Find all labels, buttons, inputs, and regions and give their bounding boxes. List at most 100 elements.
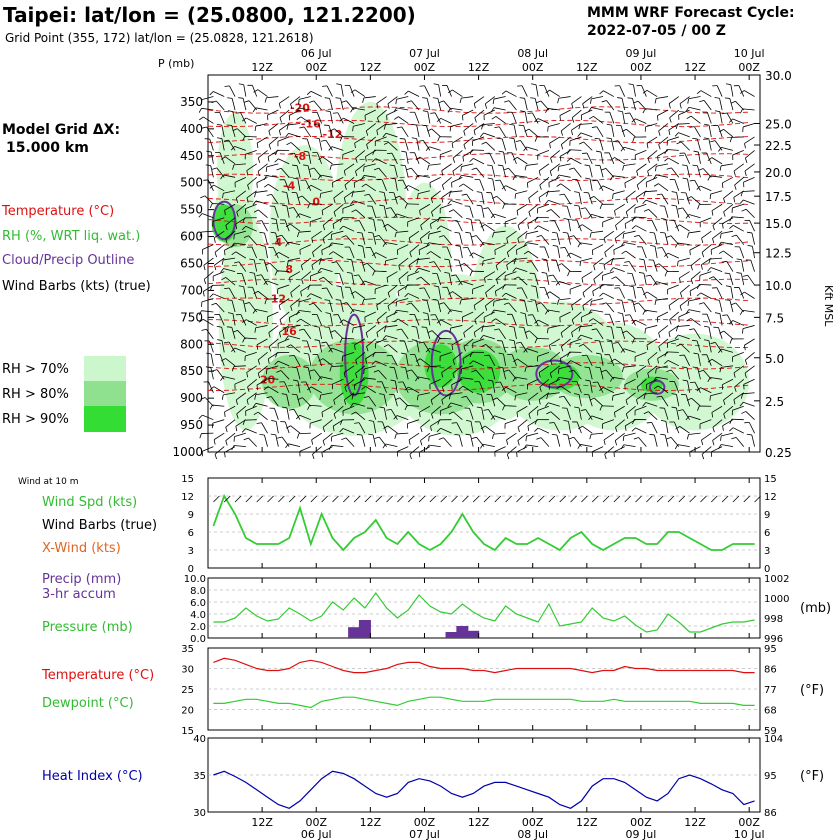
wind-barb-flag (285, 223, 291, 228)
wind-barb-flag (536, 100, 542, 104)
wind-barb-flag (242, 420, 246, 426)
wind-barb-flag (394, 195, 400, 199)
wind-barb-flag (647, 373, 650, 379)
wind-barb-flag (590, 301, 592, 307)
wind-barb (234, 378, 247, 385)
wind-barb (589, 178, 593, 191)
wind-barb-flag (534, 319, 539, 324)
wind-barb-flag (447, 309, 451, 315)
wind-barb (566, 408, 571, 420)
wind-barb (443, 437, 452, 447)
wind-barb (231, 98, 236, 111)
wind-barb (332, 378, 344, 385)
wind-barb-flag (668, 305, 671, 311)
wind-barb-flag (404, 284, 408, 290)
wind-barb (561, 338, 571, 347)
wind-barb-flag (461, 193, 467, 196)
wind-barb-flag (222, 193, 224, 199)
wind-tick-label: 0 (188, 564, 194, 575)
wind-barb (245, 351, 257, 357)
wind-barb-flag (722, 425, 724, 431)
wind-barb (234, 347, 247, 353)
wind-barb (420, 230, 431, 239)
wind-barb (679, 271, 690, 279)
wind-barb (237, 330, 247, 340)
pressure-tick-label: 900 (180, 391, 203, 405)
wind-barb (526, 432, 539, 437)
wind-barb-flag (211, 167, 217, 170)
wind-barb (275, 434, 279, 447)
wind-barb (213, 386, 225, 394)
wind-barb-flag (609, 267, 614, 272)
wind-barb (307, 165, 312, 178)
wind-barb (670, 369, 680, 380)
wind-barb (221, 138, 225, 151)
wind-barb-flag (733, 170, 736, 176)
wind-barb-flag (569, 167, 575, 170)
wind-barb (700, 217, 712, 223)
wind-panel-title: Wind at 10 m (18, 477, 78, 487)
wind-barb-flag (580, 409, 586, 411)
wind-barb-flag (301, 279, 304, 285)
isotherm (207, 216, 750, 225)
wind-barb-flag (329, 366, 332, 372)
wind-barb (538, 365, 550, 373)
wind-barb (240, 112, 247, 124)
wind-barb (261, 220, 268, 232)
wind-barb (385, 242, 398, 246)
wind-barb (409, 244, 420, 253)
isotherm-label: 0 (312, 196, 320, 209)
wind-barb-flag (512, 156, 518, 161)
wind-barb (202, 318, 214, 326)
wind-barb-flag (411, 339, 417, 341)
wind-barb (328, 327, 333, 340)
wind-barb-flag (203, 265, 206, 271)
wind-barb (488, 409, 496, 420)
wind-barb-flag (377, 319, 380, 325)
wind-barb (703, 302, 712, 313)
wind-barb (344, 392, 355, 401)
surface-wind-barb (635, 495, 642, 503)
pressure-line (213, 591, 755, 633)
wind-barb-flag (720, 435, 722, 441)
wind-barb (426, 327, 431, 340)
wind-barb (665, 219, 669, 232)
wind-barb-flag (351, 394, 354, 400)
wind-barb-flag (703, 339, 709, 342)
wind-barb (580, 444, 593, 448)
wind-barb (353, 309, 366, 313)
wind-barb-flag (383, 124, 386, 130)
wind-barb-flag (631, 216, 635, 222)
wind-barb (363, 377, 376, 380)
temperature-tick-label: 25 (181, 685, 194, 696)
precip-sub-legend: 3-hr accum (42, 587, 116, 602)
wind-barb (482, 443, 495, 448)
precip-tick-label: 2.0 (190, 622, 206, 633)
wind-barb-flag (469, 352, 473, 358)
pressure-tick-label: 500 (180, 176, 203, 190)
wind-barb (513, 125, 517, 138)
wind-barb (450, 402, 463, 407)
wind-barb-flag (417, 193, 419, 199)
wind-barb (473, 252, 485, 259)
wind-barb (716, 287, 723, 299)
wind-barb (664, 434, 669, 447)
wind-barb (658, 123, 669, 132)
wind-barb (440, 319, 452, 326)
wind-barb (353, 107, 366, 111)
wind-barb-flag (555, 174, 560, 180)
wind-barb-flag (701, 439, 704, 445)
wind-barb (585, 207, 593, 218)
wind-barb-flag (551, 433, 557, 436)
wind-barb (228, 287, 236, 299)
wind-barb (225, 217, 236, 226)
wind-barb (581, 109, 593, 116)
wind-barb-flag (246, 197, 249, 203)
wind-barb-flag (601, 302, 607, 305)
wind-barb (693, 328, 701, 340)
wind-barb (394, 178, 398, 191)
wind-barb (286, 394, 290, 407)
wind-barb (614, 358, 625, 367)
legend-cloud: Cloud/Precip Outline (2, 253, 134, 268)
wind-barb (293, 207, 301, 218)
